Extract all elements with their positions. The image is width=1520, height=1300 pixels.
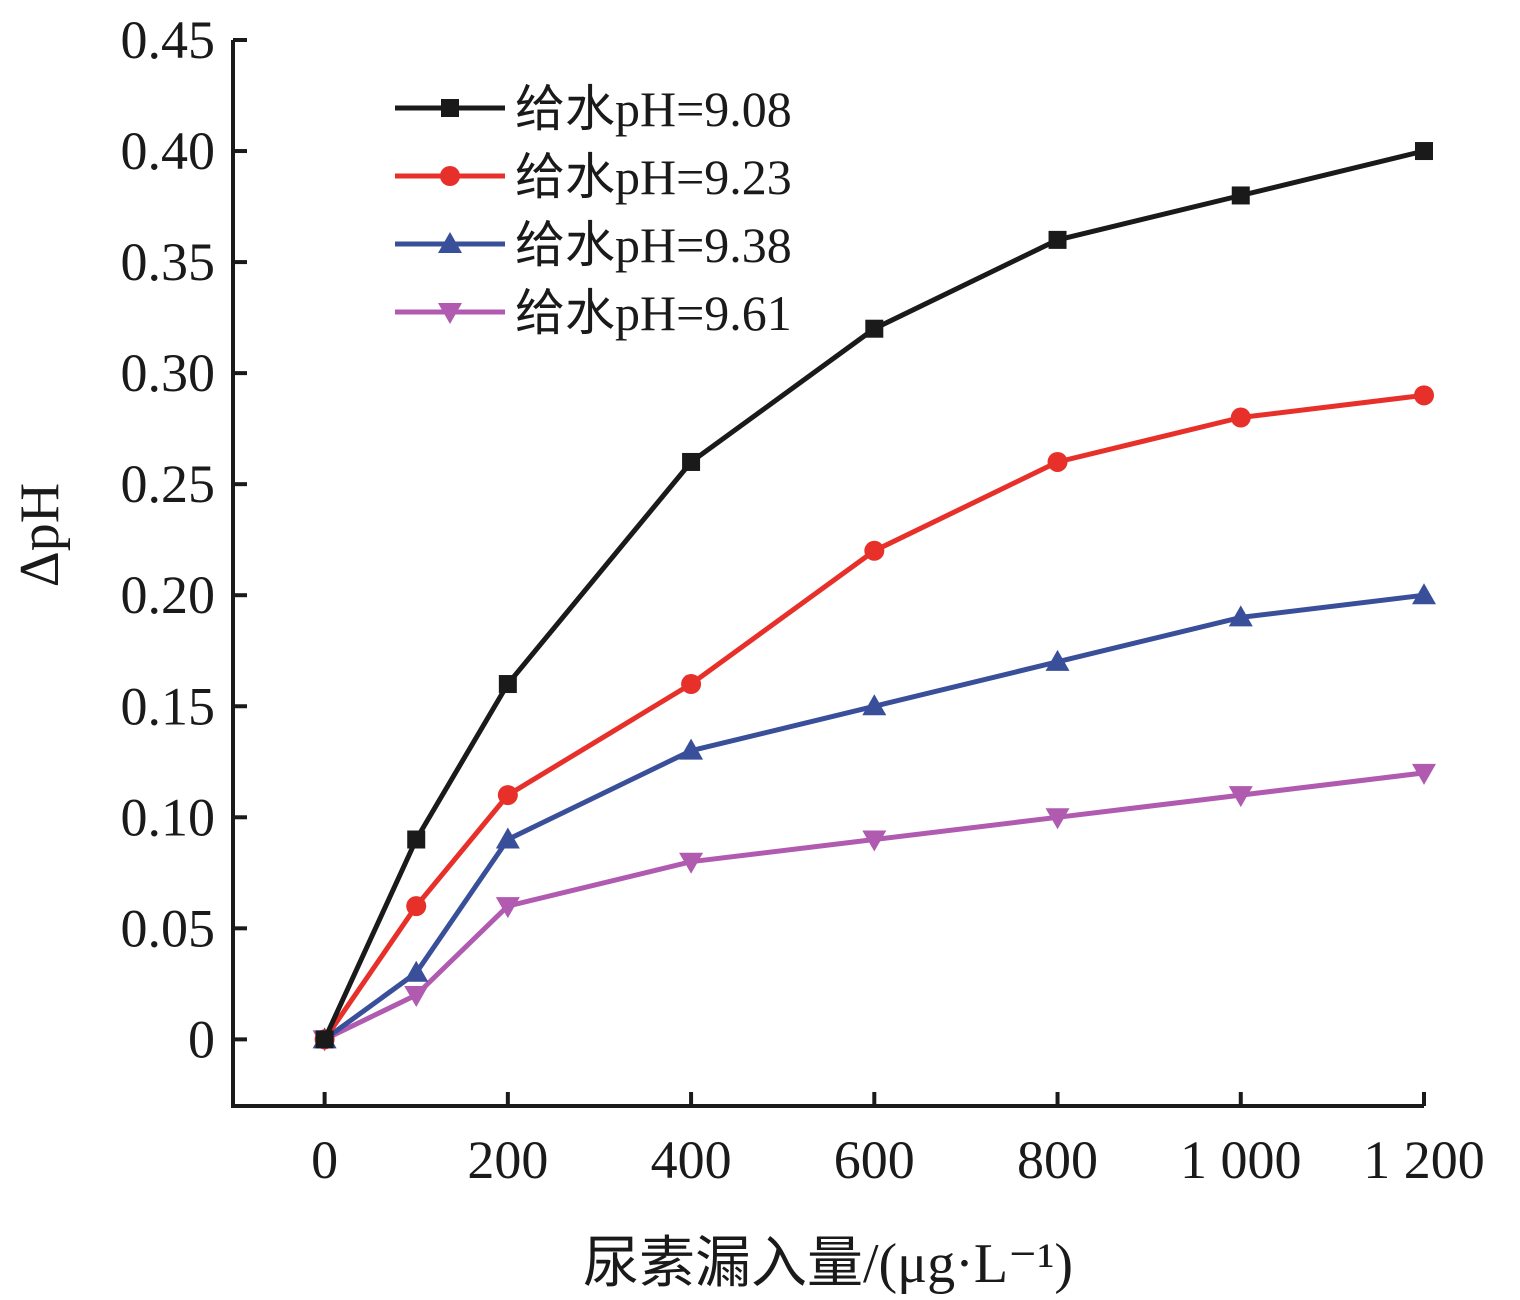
x-tick-label: 400 — [651, 1130, 732, 1190]
series-line — [323, 770, 1425, 1042]
data-point — [438, 232, 462, 253]
y-tick-label: 0.30 — [121, 343, 216, 403]
data-point — [1048, 230, 1067, 249]
data-point — [438, 303, 462, 324]
legend: 给水pH=9.08 给水pH=9.23 给水pH=9.38 给水pH=9.61 — [395, 81, 792, 341]
data-point — [679, 738, 704, 760]
y-tick-label: 0.40 — [121, 121, 216, 181]
legend-entry: 给水pH=9.61 — [395, 285, 792, 341]
data-point — [497, 785, 518, 806]
series-line — [322, 392, 1425, 1041]
data-point — [1414, 385, 1434, 406]
series-2 — [314, 385, 1434, 1050]
y-tick-label: 0.25 — [121, 454, 216, 514]
data-point — [1230, 407, 1251, 428]
legend-label: 给水pH=9.23 — [515, 149, 792, 205]
data-point — [407, 830, 426, 849]
data-point — [1228, 786, 1253, 808]
series-3 — [312, 583, 1436, 1049]
data-point — [406, 896, 427, 917]
y-tick-label: 0 — [188, 1009, 215, 1069]
series-1 — [315, 142, 1433, 1049]
y-tick-label: 0.20 — [121, 565, 216, 625]
data-point — [862, 694, 887, 716]
data-point — [865, 319, 884, 338]
legend-entry: 给水pH=9.23 — [395, 149, 792, 205]
series-4 — [312, 763, 1436, 1052]
y-tick-label: 0.05 — [121, 898, 216, 958]
y-tick-label: 0.10 — [121, 787, 216, 847]
x-tick-label: 0 — [311, 1130, 338, 1190]
data-point — [495, 827, 520, 849]
x-tick-label: 1 000 — [1180, 1130, 1302, 1190]
legend-entry: 给水pH=9.08 — [395, 81, 792, 137]
series-line — [322, 148, 1425, 1041]
x-tick-label: 800 — [1017, 1130, 1098, 1190]
legend-label: 给水pH=9.38 — [515, 217, 792, 273]
series-layer — [312, 142, 1436, 1052]
data-point — [1047, 451, 1068, 472]
data-point — [681, 674, 702, 695]
data-point — [1045, 649, 1070, 671]
y-axis-ticks: 0 0.05 0.10 0.15 0.20 0.25 0.30 0.35 0.40 0.45 — [121, 10, 247, 1069]
data-point — [441, 99, 459, 117]
data-point — [1415, 142, 1433, 161]
y-tick-label: 0.45 — [121, 10, 216, 70]
x-axis-ticks: 0 200 400 600 800 1 000 1 200 — [311, 1092, 1485, 1190]
data-point — [404, 985, 429, 1007]
data-point — [679, 852, 704, 874]
x-tick-label: 1 200 — [1363, 1130, 1485, 1190]
y-axis-title: ΔpH — [9, 483, 71, 587]
data-point — [440, 166, 460, 186]
data-point — [315, 1030, 334, 1049]
data-point — [495, 897, 520, 919]
data-point — [1412, 583, 1436, 605]
legend-label: 给水pH=9.61 — [515, 285, 792, 341]
data-point — [862, 830, 887, 852]
data-point — [404, 960, 429, 982]
x-axis-title: 尿素漏入量/(μg·L⁻¹) — [583, 1233, 1073, 1295]
data-point — [1412, 763, 1436, 785]
data-point — [1228, 605, 1253, 627]
y-tick-label: 0.35 — [121, 232, 216, 292]
series-line — [323, 592, 1425, 1042]
legend-label: 给水pH=9.08 — [515, 81, 792, 137]
data-point — [682, 452, 701, 471]
data-point — [1045, 808, 1070, 830]
data-point — [498, 675, 517, 694]
axis-lines — [231, 40, 1424, 1108]
x-tick-label: 600 — [834, 1130, 915, 1190]
x-tick-label: 200 — [467, 1130, 548, 1190]
data-point — [1231, 186, 1250, 205]
axes — [231, 40, 1424, 1108]
legend-entry: 给水pH=9.38 — [395, 217, 792, 273]
y-tick-label: 0.15 — [121, 676, 216, 736]
data-point — [864, 540, 885, 561]
